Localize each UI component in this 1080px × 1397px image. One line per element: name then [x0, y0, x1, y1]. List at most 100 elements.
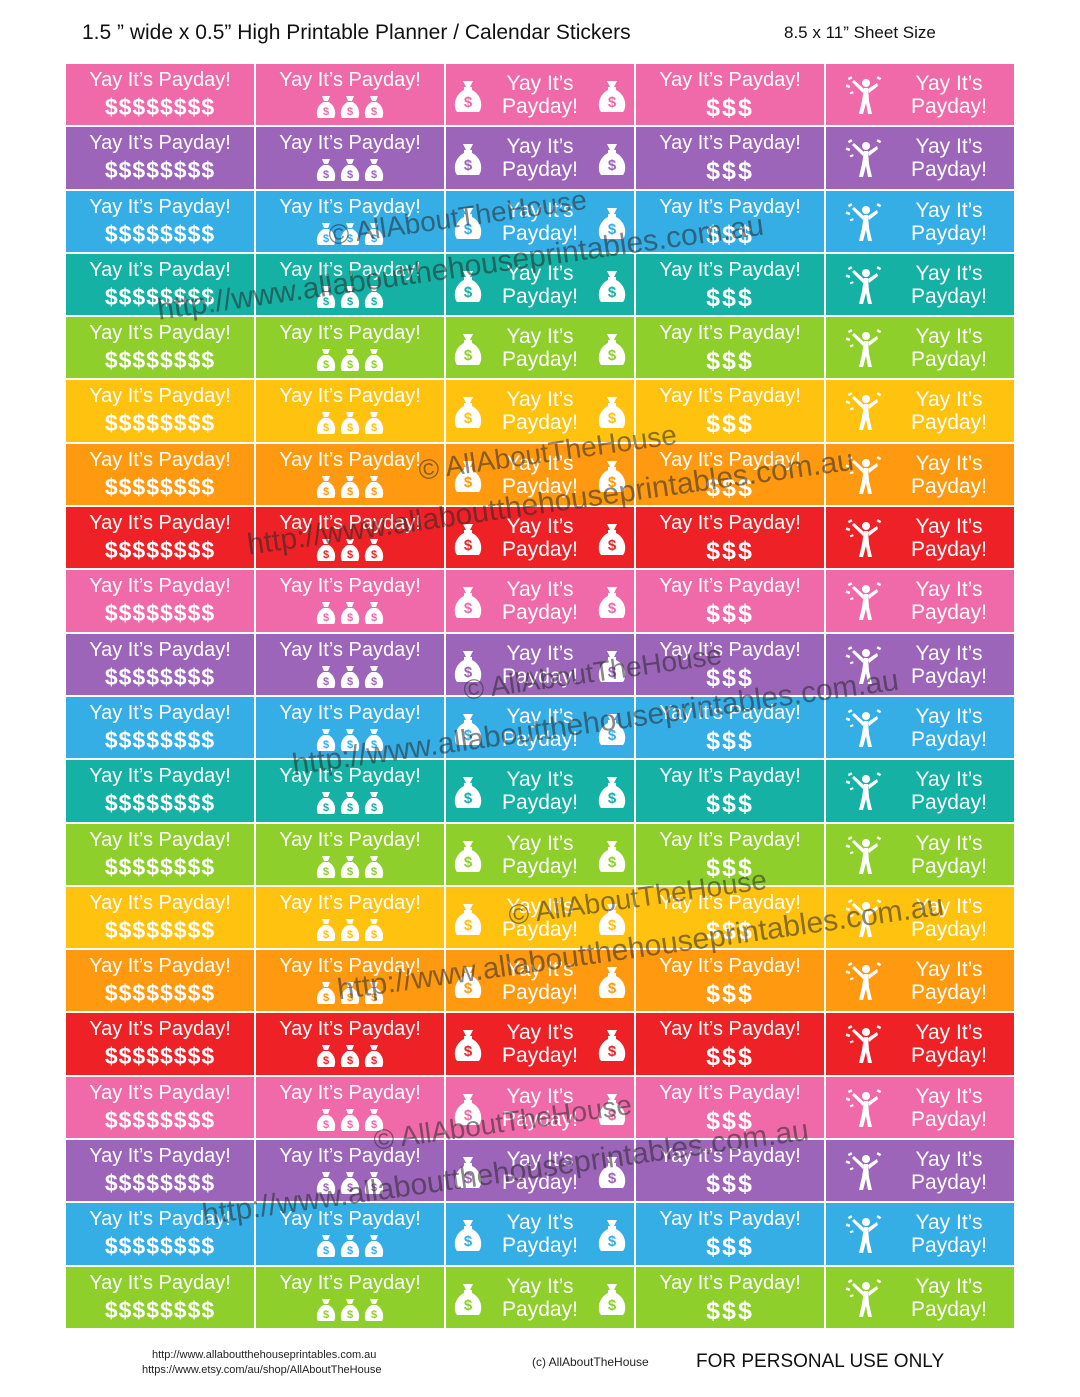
sticker-r15-c2: Yay It’s Payday! $ $ $ [256, 950, 444, 1012]
sticker-r2-c4: Yay It’s Payday! $$$ [636, 127, 824, 189]
sticker-r12-c3: $ Yay It’s Payday! $ [446, 760, 634, 822]
sticker-r17-c5: Yay It’s Payday! [826, 1076, 1014, 1139]
celebrating-person-icon [845, 1152, 882, 1191]
footer-website-link[interactable]: http://www.allaboutthehouseprintables.co… [152, 1349, 377, 1361]
sticker-text: Yay It’s Payday! [89, 195, 231, 218]
svg-text:$: $ [464, 727, 473, 744]
svg-text:$: $ [347, 676, 353, 688]
sticker-r20-c2: Yay It’s Payday! $ $ $ [256, 1266, 444, 1328]
sticker-text-line2: Payday! [911, 158, 987, 182]
dollar-signs: $$$ [706, 663, 754, 692]
svg-text:$: $ [608, 600, 617, 617]
sticker-text-line1: Yay It’s [506, 515, 574, 539]
sticker-r4-c2: Yay It’s Payday! $ $ $ [256, 253, 444, 316]
sticker-text-line2: Payday! [502, 1171, 578, 1195]
svg-text:$: $ [323, 802, 329, 814]
money-bag-icon: $ [598, 1157, 626, 1189]
svg-text:$: $ [464, 347, 473, 364]
money-bag-icon: $ [340, 665, 360, 688]
svg-text:$: $ [371, 1245, 377, 1257]
page-title: 1.5 ” wide x 0.5” High Printable Planner… [82, 21, 631, 44]
sticker-r14-c3: $ Yay It’s Payday! $ [446, 886, 634, 949]
money-bag-icon: $ [340, 285, 360, 308]
sticker-text-line1: Yay It’s [506, 72, 574, 95]
footer-etsy-link[interactable]: https://www.etsy.com/au/shop/AllAboutThe… [142, 1364, 382, 1376]
sticker-text: Yay It’s Payday! [659, 258, 801, 281]
sticker-text-line2: Payday! [502, 221, 578, 245]
sticker-text: Yay It’s Payday! [659, 1081, 801, 1104]
sticker-text-line2: Payday! [502, 348, 578, 372]
sticker-r13-c5: Yay It’s Payday! [826, 823, 1014, 885]
svg-text:$: $ [371, 1119, 377, 1131]
sticker-r13-c2: Yay It’s Payday! $ $ $ [256, 823, 444, 885]
sticker-text: Yay It’s Payday! [659, 765, 801, 788]
sticker-r6-c2: Yay It’s Payday! $ $ $ [256, 380, 444, 442]
celebrating-person-icon [845, 835, 882, 874]
sticker-text-line1: Yay It’s [506, 768, 574, 792]
money-bag-icon: $ [364, 475, 384, 498]
money-bag-icon: $ [364, 96, 384, 118]
money-bags: $ $ $ [256, 1233, 444, 1259]
svg-text:$: $ [371, 992, 377, 1004]
sticker-text-line2: Payday! [911, 1044, 987, 1068]
svg-text:$: $ [608, 537, 617, 554]
sticker-text-line2: Payday! [502, 1297, 578, 1321]
sticker-text: Yay It’s Payday! [279, 322, 421, 345]
sticker-text: Yay It’s Payday! [89, 385, 231, 408]
dollar-signs: $$$ [706, 94, 754, 122]
sticker-text: Yay It’s Payday! [279, 448, 421, 471]
svg-text:$: $ [464, 410, 473, 427]
dollar-signs: $$$$$$$$ [104, 157, 216, 184]
dollar-signs: $$$$$$$$ [104, 663, 216, 690]
sticker-r13-c4: Yay It’s Payday! $$$ [636, 823, 824, 885]
svg-text:$: $ [323, 866, 329, 878]
money-bags: $ $ $ [256, 917, 444, 943]
svg-text:$: $ [464, 664, 473, 681]
sticker-text-line2: Payday! [911, 95, 987, 118]
svg-text:$: $ [323, 612, 329, 624]
sticker-text-line1: Yay It’s [915, 515, 983, 539]
sticker-text: Yay It’s Payday! [279, 385, 421, 408]
svg-text:$: $ [464, 1170, 473, 1187]
svg-text:$: $ [347, 1245, 353, 1257]
money-bag-icon: $ [316, 855, 336, 878]
sticker-r6-c3: $ Yay It’s Payday! $ [446, 380, 634, 442]
sticker-text-line2: Payday! [911, 917, 987, 941]
svg-text:$: $ [608, 727, 617, 744]
sticker-r3-c4: Yay It’s Payday! $$$ [636, 190, 824, 252]
sticker-r7-c5: Yay It’s Payday! [826, 443, 1014, 506]
sticker-text-line1: Yay It’s [506, 388, 574, 412]
money-bags: $ $ $ [256, 347, 444, 373]
dollar-signs: $$$ [706, 853, 754, 882]
money-bag-icon: $ [454, 777, 482, 809]
sticker-r19-c5: Yay It’s Payday! [826, 1203, 1014, 1265]
sticker-r18-c3: $ Yay It’s Payday! $ [446, 1140, 634, 1202]
money-bag-icon: $ [340, 855, 360, 878]
sticker-r20-c3: $ Yay It’s Payday! $ [446, 1266, 634, 1328]
footer-copyright: (c) AllAboutTheHouse [532, 1355, 649, 1369]
sticker-text: Yay It’s Payday! [89, 765, 231, 788]
sticker-text: Yay It’s Payday! [659, 195, 801, 218]
sticker-r5-c2: Yay It’s Payday! $ $ $ [256, 317, 444, 379]
dollar-signs: $$$$$$$$ [104, 94, 216, 120]
sticker-grid: Yay It’s Payday! $$$$$$$$ Yay It’s Payday!… [66, 64, 1014, 1330]
celebrating-person-icon [845, 1025, 882, 1064]
money-bag-icon: $ [364, 412, 384, 435]
celebrating-person-icon [845, 772, 882, 811]
sticker-r18-c4: Yay It’s Payday! $$$ [636, 1140, 824, 1202]
money-bag-icon: $ [340, 349, 360, 372]
sticker-text: Yay It’s Payday! [279, 195, 421, 218]
sticker-text-line2: Payday! [911, 538, 987, 562]
sticker-text-line2: Payday! [911, 1171, 987, 1195]
sticker-r17-c1: Yay It’s Payday! $$$$$$$$ [66, 1076, 254, 1139]
svg-text:$: $ [371, 106, 377, 118]
money-bag-icon: $ [316, 539, 336, 562]
svg-text:$: $ [371, 486, 377, 498]
money-bag-icon: $ [364, 1235, 384, 1258]
dollar-signs: $$$ [706, 1233, 754, 1262]
svg-text:$: $ [371, 1182, 377, 1194]
svg-text:$: $ [464, 980, 473, 997]
money-bag-icon: $ [364, 728, 384, 751]
svg-text:$: $ [371, 549, 377, 561]
money-bags: $ $ $ [256, 980, 444, 1006]
